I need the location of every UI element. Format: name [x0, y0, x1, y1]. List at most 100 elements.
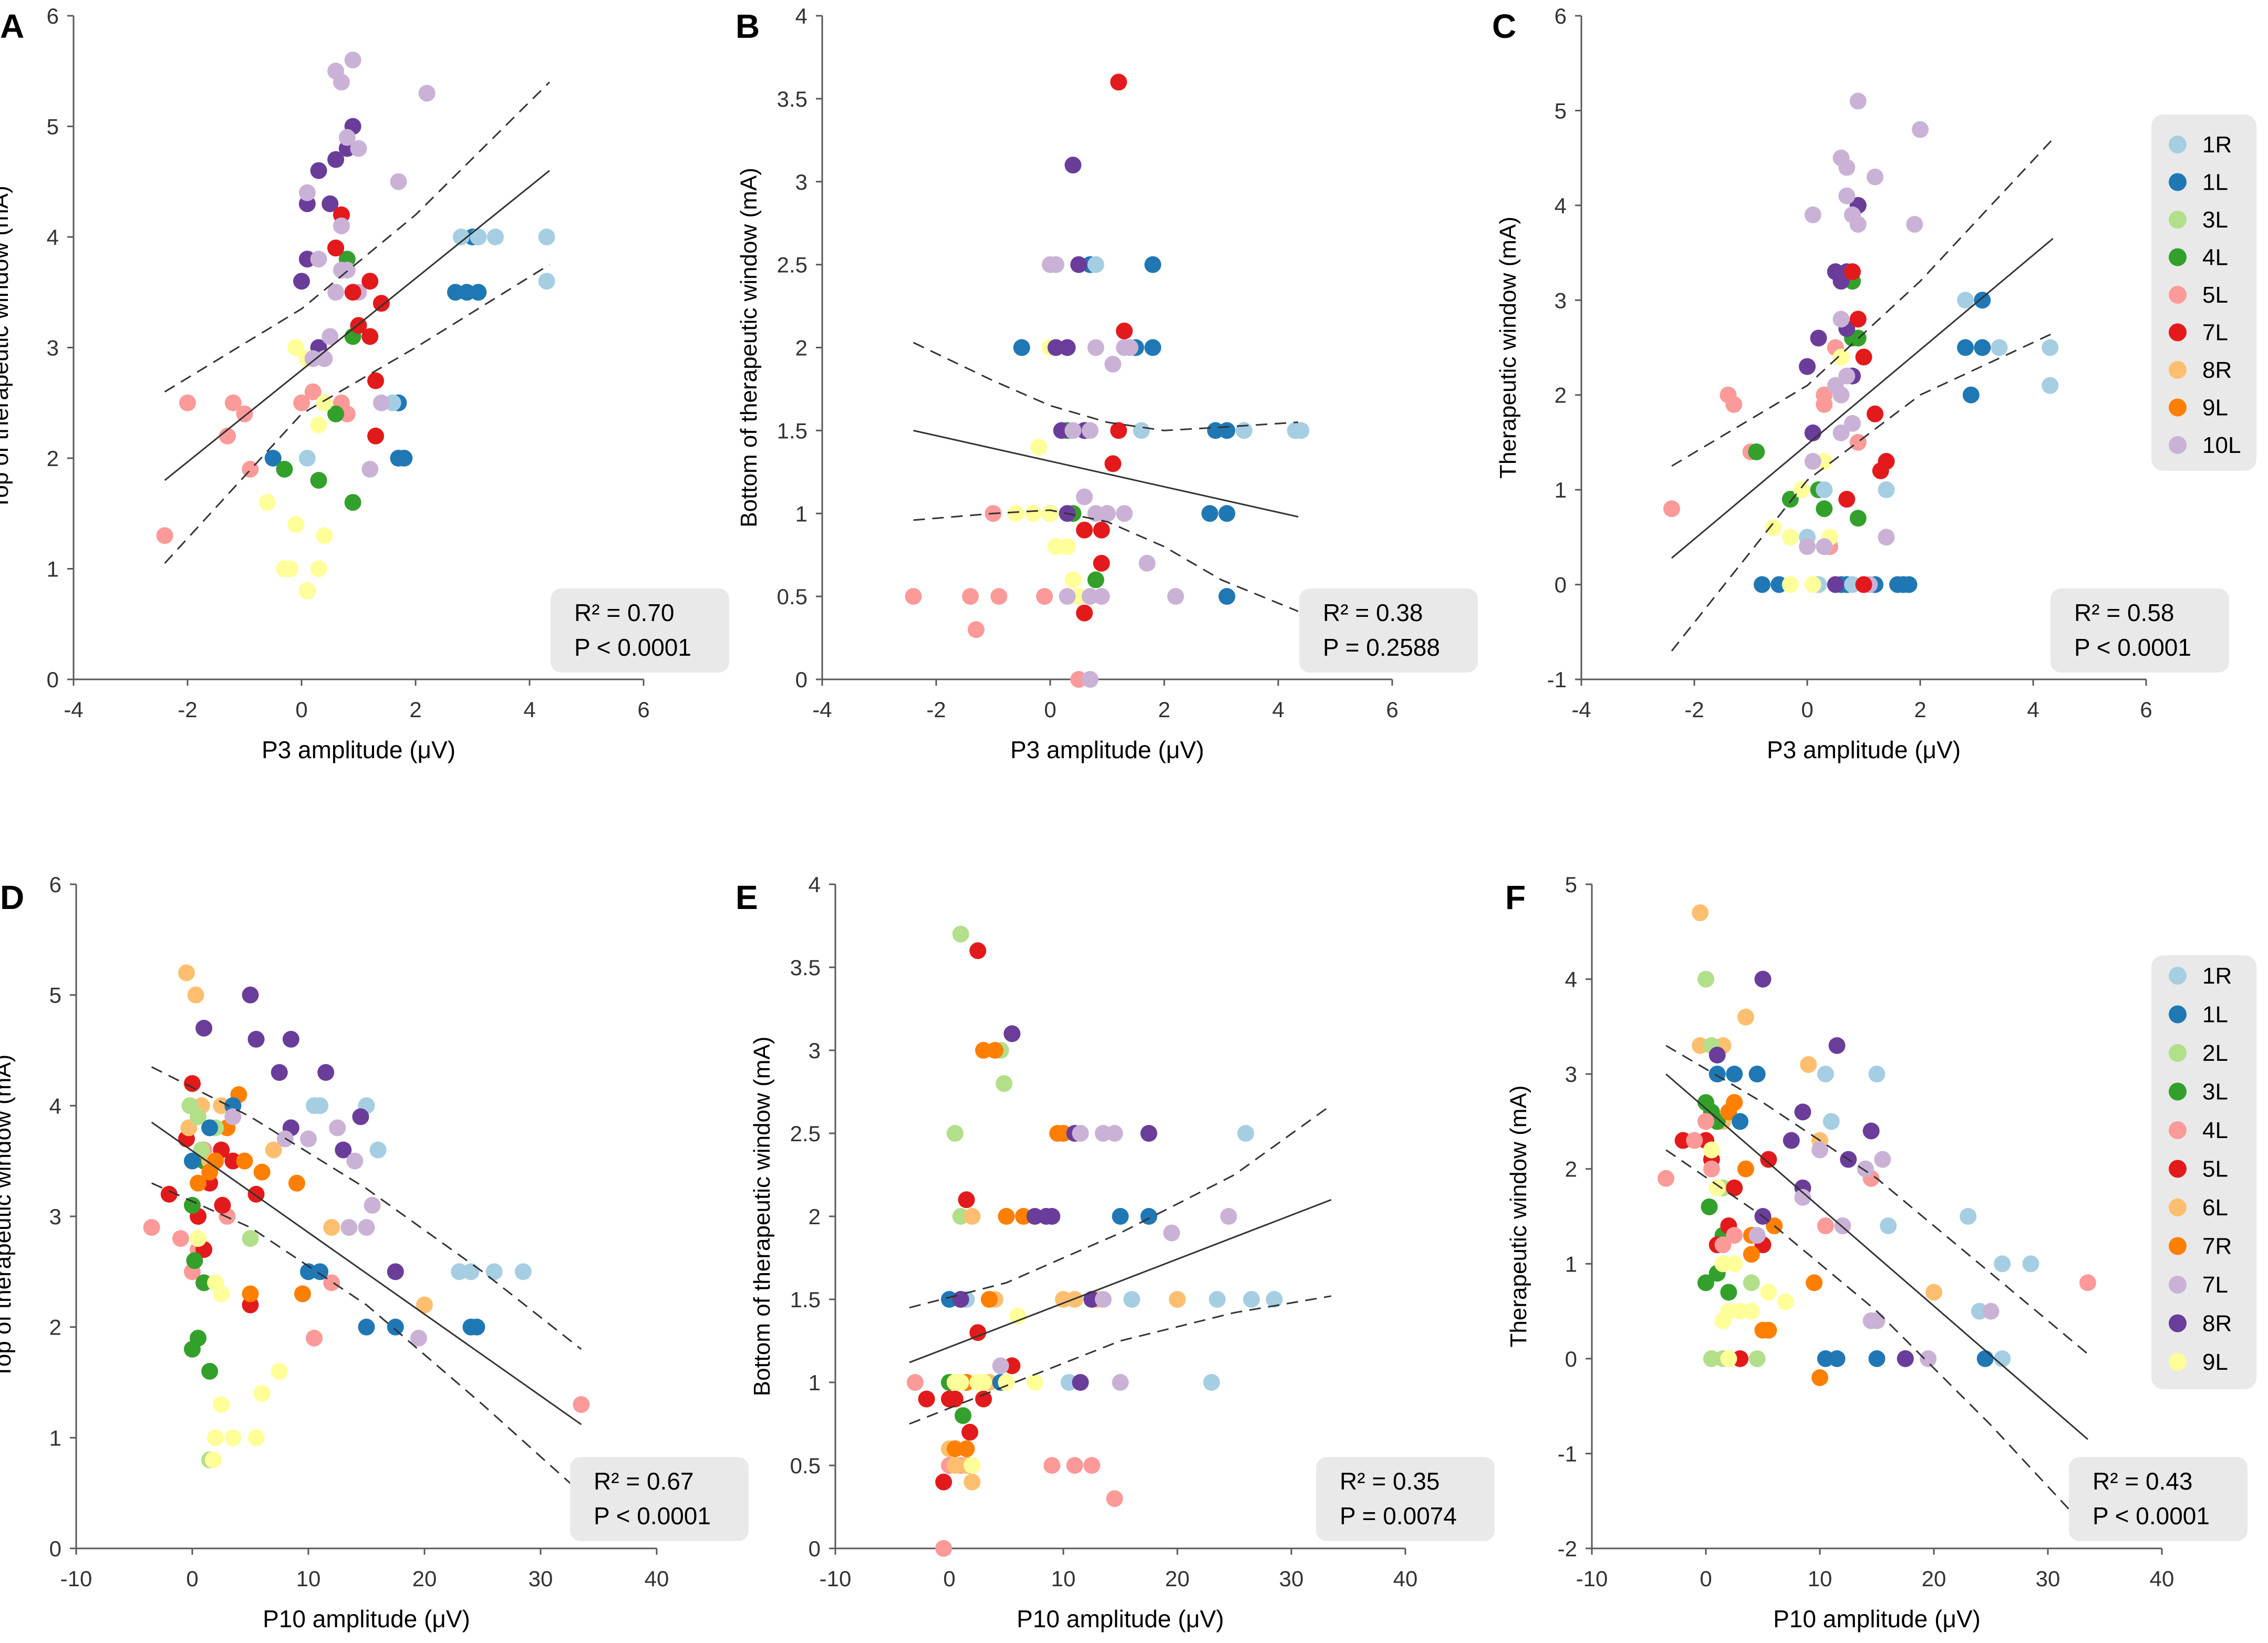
regression-line	[164, 170, 550, 481]
plot-e: -10 0 10 20 30 40 0 0.5 1 1.5 2 2.5 3 3.5 4 P10 amplitu…	[749, 872, 1495, 1632]
stat-box	[2069, 1457, 2248, 1541]
y-tick-label: 0	[809, 1536, 821, 1561]
data-point-4l	[1703, 1160, 1720, 1177]
data-point-9l	[253, 1385, 271, 1402]
data-point-1r	[451, 1263, 468, 1280]
data-point-7r	[1737, 1160, 1754, 1177]
data-point-7r	[1760, 1321, 1777, 1339]
data-point-8r	[1003, 1025, 1021, 1042]
data-point-10l	[1838, 159, 1856, 176]
data-point-10l	[1804, 206, 1821, 223]
data-point-6l	[964, 1208, 981, 1225]
data-point-1r	[312, 1097, 329, 1114]
legend-item-3l: 3L	[2169, 1079, 2228, 1105]
y-tick-label: 1.5	[777, 418, 807, 443]
data-point-7r	[1811, 1369, 1828, 1386]
data-point-1r	[1878, 481, 1895, 499]
data-point-7l	[333, 262, 350, 279]
data-point-4l	[1036, 588, 1053, 605]
p-value-label: P < 0.0001	[594, 1502, 711, 1530]
y-tick-label: 5	[49, 983, 61, 1008]
data-point-3l	[184, 1196, 201, 1214]
y-tick-label: 5	[47, 115, 59, 139]
x-tick-label: 30	[1279, 1566, 1304, 1591]
y-tick-label: 1	[809, 1370, 821, 1395]
data-point-7r	[294, 1285, 311, 1303]
data-point-3l	[1720, 1284, 1737, 1301]
data-point-8r	[1072, 1374, 1089, 1391]
data-point-10l	[1081, 671, 1099, 688]
legend-item-1l: 1L	[2169, 170, 2228, 195]
y-tick-label: 2	[1565, 1157, 1577, 1182]
data-point-7r	[998, 1208, 1015, 1225]
data-point-1l	[1974, 292, 1991, 309]
data-point-9l	[287, 516, 305, 533]
y-tick-label: 2	[47, 446, 59, 471]
legend-item-6l: 6L	[2169, 1195, 2228, 1221]
data-point-4l	[1658, 1170, 1675, 1187]
data-point-8r	[335, 1141, 352, 1159]
y-tick-label: 1	[49, 1425, 61, 1450]
data-point-8r	[327, 151, 345, 168]
y-tick-label: 1	[1565, 1252, 1577, 1276]
p-value-label: P = 0.2588	[1323, 634, 1440, 661]
data-point-1r	[1957, 292, 1974, 309]
data-point-7r	[1743, 1246, 1760, 1263]
data-point-10l	[338, 129, 356, 146]
data-point-1r	[1960, 1208, 1977, 1225]
data-point-8r	[1897, 1350, 1914, 1367]
legend-item-8r: 8R	[2169, 1311, 2232, 1337]
data-point-10l	[390, 173, 407, 190]
data-point-4l	[172, 1230, 189, 1247]
y-tick-label: 4	[1565, 967, 1577, 992]
x-axis-label: P10 amplitude (μV)	[263, 1605, 470, 1632]
data-point-6l	[964, 1473, 981, 1491]
data-point-10l	[1867, 168, 1883, 185]
data-point-1r	[485, 1263, 503, 1280]
data-point-4l	[1106, 1490, 1123, 1507]
plot-b: -4 -2 0 2 4 6 0 0.5 1 1.5 2 2.5 3 3.5 4 P3 amplitude (μ…	[736, 4, 1478, 763]
data-point-4l	[1663, 500, 1680, 518]
data-point-7l	[1878, 529, 1895, 546]
data-point-6l	[1925, 1284, 1942, 1301]
data-point-1l	[1894, 576, 1912, 593]
y-tick-label: 3.5	[777, 87, 807, 111]
y-tick-label: 6	[1555, 4, 1567, 28]
data-point-9l	[224, 1429, 242, 1446]
data-point-5l	[327, 240, 345, 257]
data-point-1l	[1144, 256, 1162, 273]
legend-item-9l: 9L	[2169, 1349, 2228, 1375]
data-point-10l	[333, 74, 350, 91]
data-point-5l	[946, 1390, 964, 1408]
y-tick-label: 2.5	[777, 253, 807, 277]
panel-letter-c: C	[1492, 7, 1516, 45]
x-tick-label: -4	[1571, 697, 1591, 722]
legend-top: 1R 1L 3L 4L 5L 7L 8R 9L 10L	[2151, 115, 2256, 471]
data-point-7r	[236, 1152, 253, 1170]
data-point-8r	[242, 986, 259, 1004]
data-point-4l	[1714, 1236, 1732, 1254]
data-point-3l	[1782, 491, 1799, 508]
data-point-5l	[1116, 322, 1133, 339]
stat-box	[1316, 1457, 1495, 1541]
plot-a: -4 -2 0 2 4 6 0 1 2 3 4 5 6 P3 amplitude (μV) Top of t…	[0, 4, 729, 763]
y-tick-label: 3	[1555, 288, 1567, 313]
legend-label: 5L	[2202, 282, 2228, 308]
data-point-9l	[310, 416, 327, 433]
legend-bottom-items: 1R 1L 2L 3L 4L 5L 6L 7R 7L 8R 9L	[2169, 963, 2232, 1375]
data-point-7l	[1112, 1374, 1129, 1391]
x-tick-label: 10	[296, 1566, 321, 1591]
y-tick-label: 4	[47, 225, 59, 250]
data-point-4l	[1066, 1457, 1083, 1474]
regression-line	[1671, 237, 2054, 559]
data-point-1r	[1203, 1374, 1220, 1391]
data-point-1r	[369, 1141, 387, 1159]
data-point-7l	[1094, 1291, 1112, 1308]
ci-lower-line	[913, 509, 1299, 612]
x-tick-label: 4	[1272, 697, 1284, 722]
data-point-7l	[358, 1219, 375, 1236]
data-point-8r	[1862, 1122, 1880, 1140]
legend-label: 4L	[2202, 245, 2228, 271]
x-tick-label: 30	[2036, 1566, 2060, 1591]
x-tick-label: 40	[645, 1566, 669, 1591]
